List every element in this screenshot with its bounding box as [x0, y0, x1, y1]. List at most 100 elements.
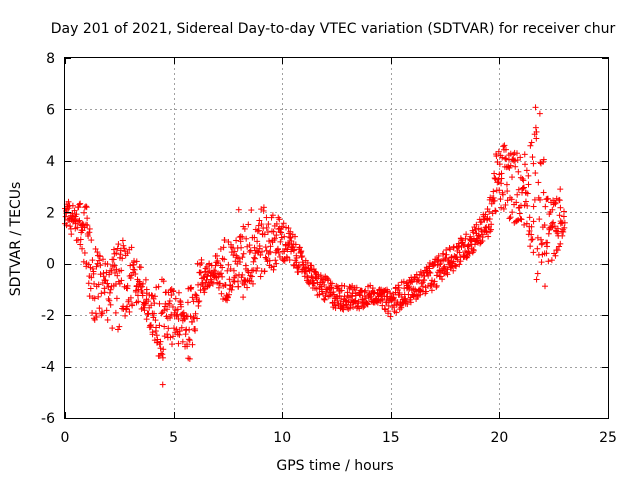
data-point-marker: [194, 260, 201, 267]
data-point-marker: [411, 274, 418, 281]
data-point-marker: [543, 250, 550, 257]
data-point-marker: [527, 243, 534, 250]
data-point-marker: [533, 135, 540, 142]
data-point-marker: [535, 179, 542, 186]
data-point-marker: [557, 240, 564, 247]
data-point-marker: [240, 294, 247, 301]
data-point-marker: [176, 328, 183, 335]
data-point-marker: [85, 261, 92, 268]
data-point-marker: [284, 246, 291, 253]
data-point-marker: [526, 227, 533, 234]
data-point-marker: [339, 305, 346, 312]
data-point-marker: [213, 252, 220, 259]
data-point-marker: [267, 243, 274, 250]
data-point-marker: [255, 227, 262, 234]
data-point-marker: [164, 331, 171, 338]
data-point-marker: [521, 221, 528, 228]
data-point-marker: [157, 338, 164, 345]
data-point-marker: [235, 255, 242, 262]
data-point-marker: [192, 291, 199, 298]
data-point-marker: [237, 233, 244, 240]
data-point-marker: [184, 299, 191, 306]
data-point-marker: [527, 142, 534, 149]
data-point-marker: [245, 269, 252, 276]
data-point-marker: [135, 298, 142, 305]
data-point-marker: [395, 282, 402, 289]
data-point-marker: [533, 276, 540, 283]
data-point-marker: [521, 202, 528, 209]
data-point-marker: [136, 280, 143, 287]
data-point-marker: [528, 236, 535, 243]
data-point-marker: [107, 286, 114, 293]
x-tick-label: 20: [490, 430, 508, 446]
data-point-marker: [509, 174, 516, 181]
data-point-marker: [514, 191, 521, 198]
data-point-marker: [131, 266, 138, 273]
data-point-marker: [551, 199, 558, 206]
data-point-marker: [69, 202, 76, 209]
data-point-marker: [141, 300, 148, 307]
data-point-marker: [419, 283, 426, 290]
data-point-marker: [219, 264, 226, 271]
data-point-marker: [450, 258, 457, 265]
data-point-marker: [439, 276, 446, 283]
data-point-marker: [437, 273, 444, 280]
data-point-marker: [500, 205, 507, 212]
data-point-marker: [99, 310, 106, 317]
data-point-marker: [204, 273, 211, 280]
data-point-marker: [523, 167, 530, 174]
data-point-marker: [164, 306, 171, 313]
data-point-marker: [265, 221, 272, 228]
data-point-marker: [501, 142, 508, 149]
data-point-marker: [194, 315, 201, 322]
data-point-marker: [479, 237, 486, 244]
data-point-marker: [170, 325, 177, 332]
data-point-marker: [225, 238, 232, 245]
data-point-marker: [161, 323, 168, 330]
data-point-marker: [156, 322, 163, 329]
data-point-marker: [433, 284, 440, 291]
data-point-marker: [159, 351, 166, 358]
data-point-marker: [308, 273, 315, 280]
data-point-marker: [126, 308, 133, 315]
data-point-marker: [100, 273, 107, 280]
data-point-marker: [329, 280, 336, 287]
data-point-marker: [530, 203, 537, 210]
data-point-marker: [254, 238, 261, 245]
data-point-marker: [357, 292, 364, 299]
data-point-marker: [219, 295, 226, 302]
data-point-marker: [166, 302, 173, 309]
data-point-marker: [506, 215, 513, 222]
data-point-marker: [480, 216, 487, 223]
data-point-marker: [496, 187, 503, 194]
data-point-marker: [208, 278, 215, 285]
data-points: [61, 104, 568, 388]
data-point-marker: [310, 277, 317, 284]
data-point-marker: [430, 281, 437, 288]
data-point-marker: [109, 325, 116, 332]
data-point-marker: [186, 326, 193, 333]
data-point-marker: [529, 154, 536, 161]
data-point-marker: [169, 333, 176, 340]
data-point-marker: [95, 281, 102, 288]
data-point-marker: [232, 272, 239, 279]
data-point-marker: [152, 317, 159, 324]
data-point-marker: [240, 250, 247, 257]
data-point-marker: [206, 282, 213, 289]
data-point-marker: [308, 262, 315, 269]
data-point-marker: [216, 280, 223, 287]
data-point-marker: [160, 278, 167, 285]
data-point-marker: [561, 224, 568, 231]
data-point-marker: [495, 178, 502, 185]
data-point-marker: [417, 291, 424, 298]
data-point-marker: [254, 265, 261, 272]
data-point-marker: [277, 228, 284, 235]
data-point-marker: [316, 291, 323, 298]
data-point-marker: [75, 218, 82, 225]
y-tick-label: 4: [46, 154, 55, 170]
data-point-marker: [320, 278, 327, 285]
data-point-marker: [287, 228, 294, 235]
data-point-marker: [560, 228, 567, 235]
data-point-marker: [544, 239, 551, 246]
data-point-marker: [557, 204, 564, 211]
